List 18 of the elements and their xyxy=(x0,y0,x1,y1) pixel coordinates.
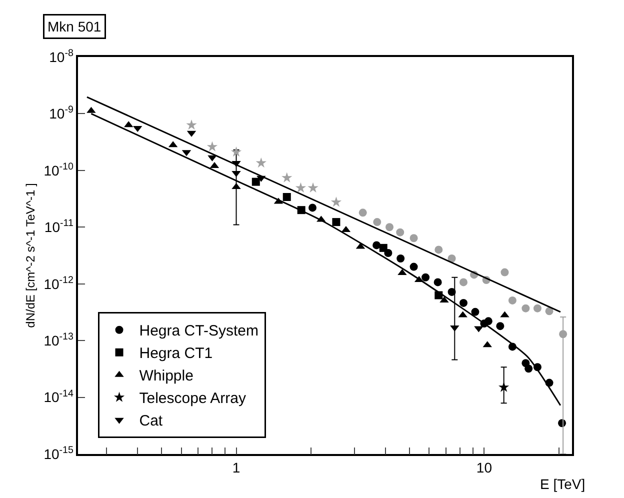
legend-label: Cat xyxy=(139,412,164,430)
y-tick-label: 10$^{-9}$ xyxy=(49,104,74,122)
y-axis-title: dN/dE [cm^-2 s^-1 TeV^-1 ] xyxy=(24,183,38,328)
y-tick-label: 10$^{-15}$ xyxy=(44,445,74,462)
legend-label: Telescope Array xyxy=(139,390,246,408)
y-tick-label: 10$^{-11}$ xyxy=(44,218,74,236)
y-tick-label: 10$^{-12}$ xyxy=(44,274,74,292)
x-tick-label: 10 xyxy=(476,460,492,476)
chart-title: Mkn 501 xyxy=(48,18,102,34)
x-tick-label: 1 xyxy=(232,460,240,476)
y-tick-label: 10$^{-14}$ xyxy=(44,388,74,406)
y-tick-label: 10$^{-10}$ xyxy=(44,161,74,178)
x-axis-title: E [TeV] xyxy=(540,476,586,492)
legend-label: Hegra CT1 xyxy=(139,345,213,362)
y-tick-label: 10$^{-13}$ xyxy=(44,332,74,348)
legend-label: Whipple xyxy=(139,368,194,385)
y-tick-label: 10$^{-8}$ xyxy=(49,48,74,65)
legend-label: Hegra CT-System xyxy=(139,322,258,340)
